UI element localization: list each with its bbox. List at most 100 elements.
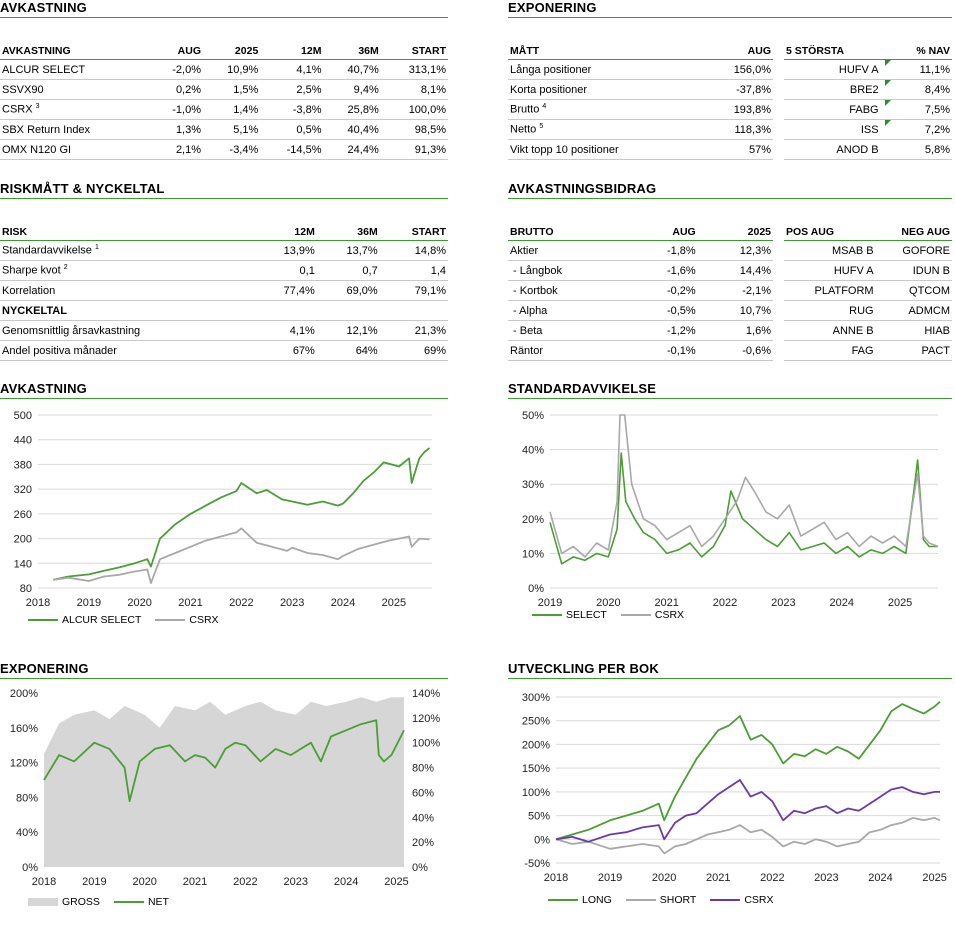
x-tick-label: 2021 xyxy=(706,872,730,884)
chart-avk-title: AVKASTNING xyxy=(0,381,448,399)
chart-std-legend: SELECT CSRX xyxy=(532,609,684,621)
row-label: Sharpe kvot 2 xyxy=(0,260,254,281)
exponering-title: EXPONERING xyxy=(508,0,952,18)
table-cell: 193,8% xyxy=(701,99,773,120)
table-cell: -0,6% xyxy=(697,340,773,361)
table-row: HUFV A 11,1% xyxy=(784,59,952,80)
chart-exp-panel: EXPONERING 0% 40% 80% 120% 160% 200% 0% 20% 40% 6… xyxy=(0,661,448,908)
series-line-short xyxy=(555,817,941,855)
x-tick-label: 2020 xyxy=(596,597,620,609)
y-tick-label: 50% xyxy=(528,811,550,823)
table-cell: 100,0% xyxy=(380,99,448,120)
x-tick-label: 2020 xyxy=(127,597,151,609)
legend-label: LONG xyxy=(582,894,612,906)
legend-label: SELECT xyxy=(566,609,607,621)
row-label: Korrelation xyxy=(0,280,254,301)
series-line-select xyxy=(549,452,938,565)
y-tick-label: 260 xyxy=(14,509,32,521)
row-label-text: Standardavvikelse xyxy=(2,244,92,257)
x-tick-label: 2023 xyxy=(280,597,304,609)
table-cell: 5,8% xyxy=(888,139,952,160)
bidrag-table: BRUTTO AUG 2025 Aktier -1,8% 12,3% - Långbok -… xyxy=(508,225,773,361)
table-row: Långa positioner 156,0% xyxy=(508,59,773,80)
footnote-marker: 4 xyxy=(542,103,547,111)
table-cell: 40,4% xyxy=(323,119,381,140)
avkastning-title: AVKASTNING xyxy=(0,0,448,18)
row-label: - Långbok xyxy=(508,260,628,281)
legend-item: GROSS xyxy=(28,896,100,908)
legend-label: CSRX xyxy=(189,614,219,626)
y-tick-label-left: 200% xyxy=(10,688,38,700)
row-label-text: Långa positioner xyxy=(510,63,592,76)
x-tick-label: 2019 xyxy=(598,872,622,884)
x-tick-label: 2023 xyxy=(771,597,795,609)
table-cell: 9,4% xyxy=(323,79,381,100)
table-header-row: MÅTT AUG xyxy=(508,44,773,60)
chart-bok-title: UTVECKLING PER BOK xyxy=(508,661,952,679)
row-label: Korta positioner xyxy=(508,79,702,100)
table-cell: 0,7 xyxy=(316,260,380,281)
table-cell: 2,5% xyxy=(260,79,324,100)
row-label: SSVX90 xyxy=(0,79,150,100)
y-tick-label: 320 xyxy=(14,484,32,496)
table-cell: -0,2% xyxy=(627,280,698,301)
negative-contributor: HIAB xyxy=(875,320,952,341)
legend-label: SHORT xyxy=(659,894,697,906)
y-tick-label-left: 160% xyxy=(10,723,38,735)
table-cell: -1,0% xyxy=(149,99,204,120)
x-tick-label: 2022 xyxy=(233,876,257,888)
table-cell: -2,0% xyxy=(149,59,204,80)
table-cell: 21,3% xyxy=(379,320,448,341)
row-label: Aktier xyxy=(508,240,628,261)
y-tick-label-right: 80% xyxy=(412,763,434,775)
table-cell: 0,1 xyxy=(253,260,317,281)
row-label: Standardavvikelse 1 xyxy=(0,240,254,261)
column-header: AVKASTNING xyxy=(0,44,150,60)
x-tick-label: 2024 xyxy=(334,876,358,888)
chart-bok-panel: UTVECKLING PER BOK -50% 0% 50% 100% 150% 200%… xyxy=(508,661,952,906)
exponering-table: MÅTT AUG Långa positioner 156,0% Korta posit… xyxy=(508,44,773,160)
y-tick-label: 50% xyxy=(522,410,544,422)
negative-contributor: IDUN B xyxy=(875,260,952,281)
table-row: ALCUR SELECT -2,0% 10,9% 4,1% 40,7% 313,1% xyxy=(0,59,448,80)
table-cell: -37,8% xyxy=(701,79,773,100)
y-tick-label-left: 40% xyxy=(16,827,38,839)
table-row: BRE2 8,4% xyxy=(784,79,952,100)
risk-table: RISK 12M 36M START Standardavvikelse 1 13,9% 1… xyxy=(0,225,448,361)
chart-std: 0% 10% 20% 30% 40% 50% 2019 2020 2021 2022 2023 202… xyxy=(522,410,939,609)
x-tick-label: 2019 xyxy=(77,597,101,609)
table-cell: 2,1% xyxy=(149,139,204,160)
column-header: 2025 xyxy=(697,225,773,241)
legend-item: CSRX xyxy=(155,614,219,626)
subheader-label: NYCKELTAL xyxy=(0,300,448,321)
row-label: SBX Return Index xyxy=(0,119,150,140)
table-subheader-row: NYCKELTAL xyxy=(0,300,448,321)
table-row: FABG 7,5% xyxy=(784,99,952,120)
table-cell: -3,4% xyxy=(203,139,261,160)
x-tick-label: 2025 xyxy=(382,597,406,609)
table-row: ANNE B HIAB xyxy=(784,320,952,341)
bidrag-panel: AVKASTNINGSBIDRAG BRUTTO AUG 2025 Aktier -1,… xyxy=(508,181,952,361)
table-cell: 5,1% xyxy=(203,119,261,140)
x-tick-label: 2022 xyxy=(229,597,253,609)
column-header: 2025 xyxy=(203,44,261,60)
table-cell: 7,5% xyxy=(888,99,952,120)
column-header: 12M xyxy=(260,44,324,60)
row-label: - Kortbok xyxy=(508,280,628,301)
table-row: PLATFORM QTCOM xyxy=(784,280,952,301)
table-cell: 69,0% xyxy=(316,280,380,301)
x-tick-label: 2019 xyxy=(538,597,562,609)
table-cell: -3,8% xyxy=(260,99,324,120)
table-cell: 91,3% xyxy=(380,139,448,160)
row-label: ALCUR SELECT xyxy=(0,59,150,80)
table-row: - Alpha -0,5% 10,7% xyxy=(508,300,773,321)
risk-title: RISKMÅTT & NYCKELTAL xyxy=(0,181,448,199)
table-row: RUG ADMCM xyxy=(784,300,952,321)
column-header: MÅTT xyxy=(508,44,702,60)
top5-table: 5 STÖRSTA% NAV HUFV A 11,1% BRE2 8,4% FABG 7,5… xyxy=(784,44,952,160)
column-header: 12M xyxy=(253,225,317,241)
footnote-marker: 3 xyxy=(35,103,40,111)
column-header: NEG AUG xyxy=(875,225,952,241)
row-label: Vikt topp 10 positioner xyxy=(508,139,702,160)
legend-label: GROSS xyxy=(62,896,100,908)
